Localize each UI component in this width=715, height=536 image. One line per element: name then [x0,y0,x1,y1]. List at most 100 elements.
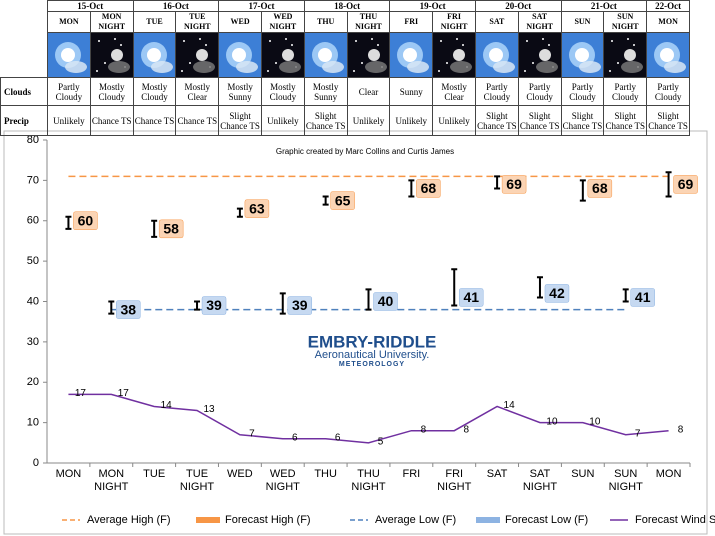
icon-cloud [664,61,687,73]
icon-moon [196,49,209,61]
wind-label: 6 [292,432,298,443]
clouds-cell: Mostly Clear [175,77,220,106]
icon-cloud [321,61,344,73]
weather-icon [48,33,90,77]
value-label: 40 [378,293,394,309]
y-tick-label: 50 [27,255,39,267]
icon-moon [281,49,294,61]
error-bar [579,179,586,202]
icon-cell [474,32,519,78]
weather-icon [433,33,475,77]
icon-cell [89,32,134,78]
wind-label: 8 [463,424,469,435]
value-box [287,296,313,315]
legend-label: Forecast Wind Speed (mph) [635,514,715,526]
value-label: 60 [78,212,94,228]
clouds-cell: Mostly Sunny [303,77,348,106]
error-bar [536,276,543,299]
wind-label: 17 [75,388,87,399]
wind-label: 8 [678,424,684,435]
value-label: 68 [592,180,608,196]
value-box [501,175,527,194]
icon-star [523,70,526,72]
icon-star [360,62,363,64]
clouds-cell: Clear [346,77,391,106]
icon-sun [146,48,161,62]
logo-dept: METEOROLOGY [339,361,405,368]
icon-star [183,40,186,42]
icon-sun [488,48,503,62]
period-cell: SUN [560,11,605,33]
wind-label: 7 [249,428,255,439]
precip-cell: Chance TS [175,105,220,136]
period-cell: TUE [132,11,177,33]
error-bar [236,207,243,218]
y-tick-label: 10 [27,417,39,429]
icon-star [274,62,277,64]
icon-star [97,40,100,42]
value-box [587,179,613,198]
clouds-cell: Mostly Clear [432,77,476,106]
value-label: 39 [206,297,222,313]
icon-cloud [193,61,216,73]
precip-row: Precip Unlikely Chance TS Chance TS Chance T… [0,105,690,136]
icon-cell [346,32,391,78]
clouds-cell: Partly Cloudy [47,77,91,106]
legend-label: Average Low (F) [375,514,456,526]
period-cell: MON NIGHT [89,11,134,33]
precip-cell: Chance TS [89,105,134,136]
icon-moon [624,49,637,61]
precip-cell: Slight Chance TS [303,105,348,136]
weather-icon [476,33,518,77]
clouds-cell: Partly Cloudy [474,77,519,106]
icon-cloud [450,61,473,73]
icon-star [352,70,355,72]
wind-label: 7 [635,428,641,439]
icon-star [113,38,116,40]
precip-cell: Unlikely [47,105,91,136]
value-label: 58 [163,221,179,237]
period-cell: THU [303,11,348,33]
period-cell: TUE NIGHT [175,11,220,33]
value-box [158,219,184,239]
icon-moon [538,49,551,61]
annotation: Graphic created by Marc Collins and Curt… [276,147,454,156]
x-tick-label: TUE NIGHT [179,468,215,493]
icon-cell [303,32,348,78]
wind-label: 13 [203,404,215,415]
value-label: 63 [249,200,265,216]
error-bar [279,292,286,315]
precip-cell: Slight Chance TS [474,105,519,136]
icon-star [462,44,465,46]
weather-icon [390,33,432,77]
clouds-cell: Mostly Sunny [218,77,262,106]
period-cell: THU NIGHT [346,11,391,33]
icon-cloud [236,61,259,73]
icon-cell [646,32,690,78]
x-tick-label: WED [227,468,253,480]
y-tick-label: 30 [27,336,39,348]
icon-cell [47,32,91,78]
logo-title: EMBRY-RIDDLE [308,332,437,351]
icon-star [547,44,550,46]
y-tick-label: 20 [27,376,39,388]
y-tick-label: 40 [27,295,39,307]
value-box [201,296,227,315]
icon-star [531,62,534,64]
date-cell: 21-Oct [560,0,648,12]
row-label: Clouds [0,77,48,106]
period-cell: SAT [474,11,519,33]
icon-star [119,44,122,46]
icon-star [541,38,544,40]
period-cell: MON [47,11,91,33]
logo-subtitle: Aeronautical University. [315,349,430,361]
precip-cell: Unlikely [389,105,434,136]
error-bar [494,175,501,190]
error-bar [151,219,158,238]
legend-label: Forecast High (F) [225,514,311,526]
icon-cloud [535,61,558,73]
wind-label: 5 [378,436,384,447]
icon-star [456,38,459,40]
error-bar [408,179,415,198]
